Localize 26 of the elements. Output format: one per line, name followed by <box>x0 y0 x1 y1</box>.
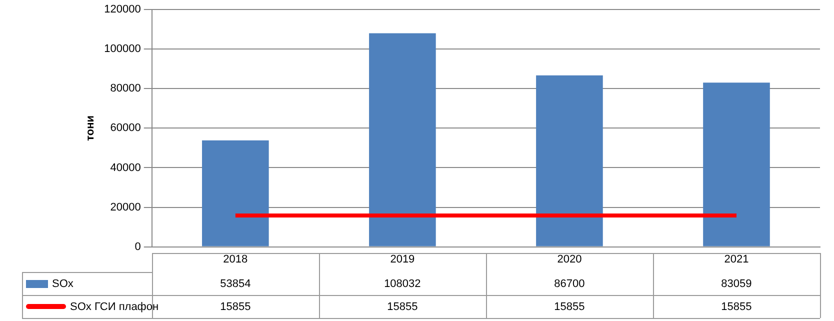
data-label: 15855 <box>220 300 251 312</box>
bar <box>369 33 436 246</box>
y-tick-label: 100000 <box>104 43 141 56</box>
bar <box>703 82 770 246</box>
data-label: 83059 <box>721 278 752 290</box>
data-label: 86700 <box>554 278 585 290</box>
x-tick-label: 2021 <box>724 253 749 266</box>
x-tick-label: 2018 <box>223 253 248 266</box>
x-tick-label: 2019 <box>390 253 415 266</box>
data-label: 53854 <box>220 278 251 290</box>
y-tick-label: 40000 <box>110 162 141 174</box>
data-label: 108032 <box>384 278 421 290</box>
legend-label: SOx <box>52 278 74 290</box>
data-label: 15855 <box>387 300 418 312</box>
y-tick-label: 60000 <box>110 122 141 134</box>
y-tick-label: 20000 <box>110 201 141 214</box>
y-tick-label: 80000 <box>110 82 141 95</box>
data-label: 15855 <box>721 300 752 312</box>
bar <box>536 75 603 246</box>
y-tick-label: 0 <box>134 240 141 253</box>
y-axis-title: тони <box>84 116 97 141</box>
bar <box>202 140 269 246</box>
legend-label: SOx ГСИ плафон <box>70 300 159 312</box>
y-tick-label: 120000 <box>104 4 141 16</box>
x-tick-label: 2020 <box>557 253 582 266</box>
data-label: 15855 <box>554 300 585 312</box>
